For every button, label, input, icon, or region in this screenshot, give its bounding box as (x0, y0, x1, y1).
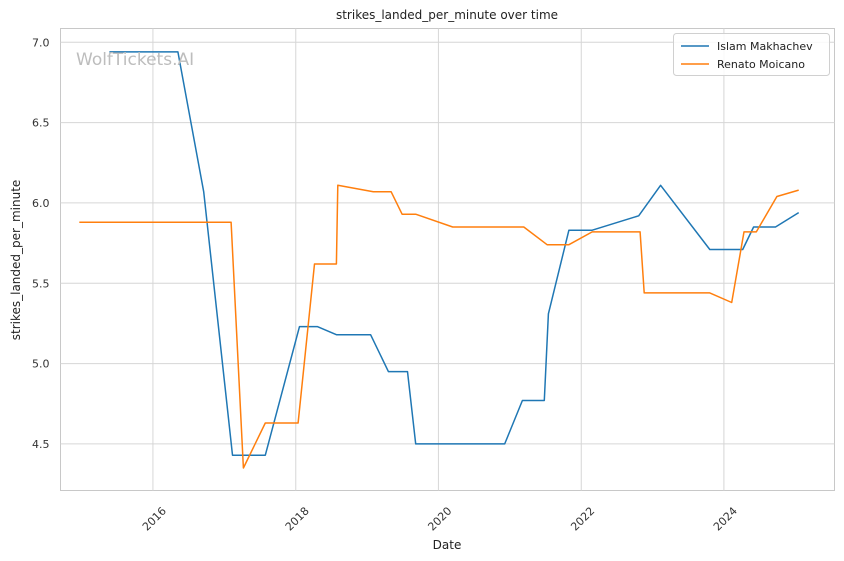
y-tick-label: 4.5 (32, 438, 50, 451)
legend-box (673, 33, 830, 76)
legend-label-islam-makhachev: Islam Makhachev (717, 40, 813, 53)
plot-area (60, 28, 835, 491)
y-tick-label: 6.5 (32, 117, 50, 130)
y-tick-label: 5.0 (32, 358, 50, 371)
legend: Islam Makhachev Renato Moicano (673, 33, 830, 76)
series-lines (79, 51, 800, 469)
y-axis-title: strikes_landed_per_minute (9, 180, 23, 341)
watermark: WolfTickets.AI (76, 50, 194, 70)
series-line-islam-makhachev (109, 51, 800, 456)
y-tick-label: 5.5 (32, 277, 50, 290)
series-line-renato-moicano (79, 184, 799, 469)
chart-title: strikes_landed_per_minute over time (336, 8, 558, 22)
y-tick-label: 6.0 (32, 197, 50, 210)
legend-label-renato-moicano: Renato Moicano (717, 58, 805, 71)
x-axis-title: Date (433, 538, 462, 552)
y-tick-label: 7.0 (32, 36, 50, 49)
